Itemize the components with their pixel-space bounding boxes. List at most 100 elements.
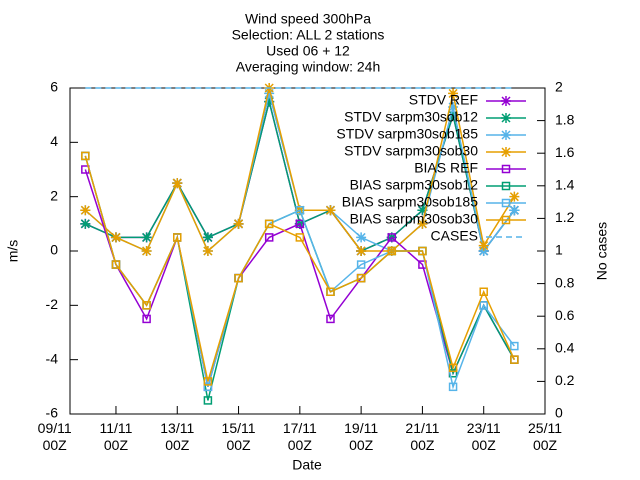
y2-tick-label: 1.2 [555, 209, 575, 225]
point [509, 191, 520, 202]
point [233, 218, 244, 229]
y-tick-label: 4 [50, 133, 58, 149]
point [295, 206, 305, 215]
point [356, 232, 367, 243]
y2-tick-label: 2 [555, 79, 563, 95]
point [295, 233, 305, 242]
point [326, 314, 335, 324]
point [448, 102, 459, 113]
x-tick-label: 25/11 00Z [528, 420, 562, 453]
point [80, 205, 91, 216]
y2-tick-label: 0.8 [555, 274, 575, 290]
y2-tick-label: 0.2 [555, 372, 575, 388]
legend-marker [501, 215, 511, 225]
x-tick-label: 13/11 00Z [160, 420, 195, 453]
y-tick-label: -6 [46, 405, 59, 421]
point [264, 96, 275, 107]
point [81, 151, 90, 161]
y-axis-label: m/s [5, 240, 21, 263]
point [448, 88, 459, 99]
chart-title: Wind speed 300hPa [245, 11, 371, 27]
legend-label: BIAS sarpm30sob30 [350, 211, 479, 227]
point [142, 301, 151, 310]
legend-label: STDV sarpm30sob12 [344, 109, 478, 125]
x-tick-label: 23/11 00Z [466, 420, 501, 453]
chart-title: Selection: ALL 2 stations [232, 27, 385, 43]
legend-label: STDV REF [409, 92, 478, 108]
y2-tick-label: 1.6 [555, 144, 575, 160]
point [448, 382, 458, 392]
legend-marker [501, 164, 511, 174]
y2-tick-label: 0 [555, 405, 563, 421]
x-axis-label: Date [292, 457, 322, 473]
chart-title: Averaging window: 24h [236, 59, 381, 75]
point [326, 287, 335, 296]
series-line [84, 169, 516, 388]
point [234, 273, 243, 283]
point [203, 377, 213, 386]
point [478, 246, 489, 256]
point [110, 232, 121, 243]
point [417, 218, 428, 229]
y-tick-label: -2 [46, 296, 59, 312]
point [172, 178, 183, 189]
x-tick-label: 21/11 00Z [405, 420, 440, 453]
point [111, 260, 121, 269]
legend-label: BIAS sarpm30sob12 [350, 177, 479, 193]
x-tick-label: 17/11 00Z [282, 420, 317, 453]
point [510, 355, 519, 364]
point [325, 205, 336, 216]
point [448, 363, 458, 373]
point [203, 396, 213, 405]
y2-tick-label: 0.4 [555, 340, 575, 356]
y2-axis-label: No cases [594, 222, 610, 280]
point [356, 246, 367, 256]
point [264, 219, 274, 229]
point [141, 246, 152, 256]
point [387, 233, 397, 242]
point [479, 287, 488, 296]
y2-tick-label: 1 [555, 242, 563, 258]
legend-marker [501, 181, 511, 191]
point [448, 110, 459, 121]
point [264, 233, 274, 242]
y-tick-label: 6 [50, 79, 58, 95]
legend-marker [501, 96, 511, 106]
point [356, 260, 366, 269]
legend-label: STDV sarpm30sob185 [336, 126, 478, 142]
point [264, 88, 275, 99]
point [295, 219, 305, 229]
y-tick-label: 0 [50, 242, 58, 258]
legend-label: CASES [431, 228, 478, 244]
point [356, 273, 366, 283]
legend-label: STDV sarpm30sob30 [344, 143, 478, 159]
point [509, 205, 520, 216]
series-line [84, 155, 516, 382]
legend-label: BIAS sarpm30sob185 [342, 194, 478, 210]
y2-tick-label: 1.8 [555, 111, 575, 127]
x-tick-label: 19/11 00Z [344, 420, 379, 453]
legend-marker [501, 130, 511, 140]
x-tick-label: 11/11 00Z [99, 420, 133, 453]
point [387, 246, 397, 256]
chart-title: Used 06 + 12 [266, 43, 350, 59]
point [80, 218, 91, 229]
y-tick-label: -4 [46, 350, 59, 366]
point [202, 246, 213, 256]
y-tick-label: 2 [50, 187, 58, 203]
y2-tick-label: 1.4 [555, 177, 575, 193]
y2-tick-label: 0.6 [555, 307, 575, 323]
point [418, 246, 427, 256]
legend-marker [501, 198, 511, 208]
point [203, 382, 213, 392]
legend-marker [501, 147, 511, 157]
legend-label: BIAS REF [414, 160, 478, 176]
point [479, 301, 488, 310]
point [478, 240, 489, 251]
legend-marker [501, 113, 511, 123]
point [142, 314, 151, 324]
point [141, 232, 152, 243]
point [202, 232, 213, 243]
x-tick-label: 15/11 00Z [221, 420, 256, 453]
